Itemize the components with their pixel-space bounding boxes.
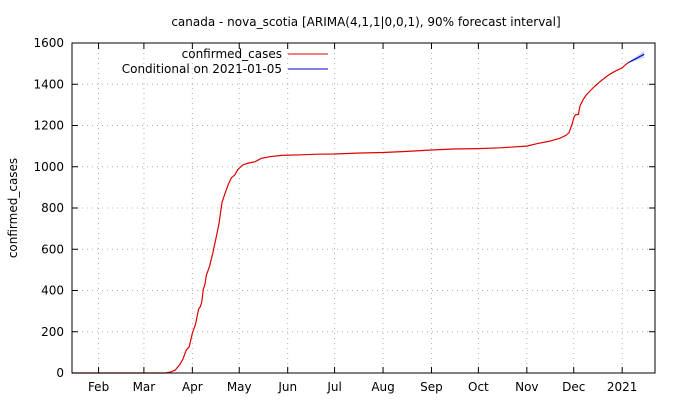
forecast-interval-band xyxy=(628,50,645,63)
x-tick-label: 2021 xyxy=(607,380,638,394)
x-tick-label: Nov xyxy=(515,380,538,394)
y-tick-label: 400 xyxy=(41,284,64,298)
legend-label-conditional: Conditional on 2021-01-05 xyxy=(122,62,282,76)
x-tick-label: Apr xyxy=(182,380,203,394)
x-tick-label: Feb xyxy=(88,380,109,394)
chart-title: canada - nova_scotia [ARIMA(4,1,1|0,0,1)… xyxy=(171,15,560,29)
x-tick-label: Aug xyxy=(371,380,394,394)
y-tick-label: 1600 xyxy=(33,36,64,50)
legend: confirmed_cases Conditional on 2021-01-0… xyxy=(122,47,328,76)
x-tick-label: May xyxy=(227,380,252,394)
x-tick-label: Mar xyxy=(133,380,156,394)
legend-label-confirmed-cases: confirmed_cases xyxy=(182,47,282,61)
y-tick-label: 600 xyxy=(41,242,64,256)
series-line-conditional-forecast xyxy=(628,53,645,64)
y-tick-label: 0 xyxy=(56,366,64,380)
x-tick-label: Sep xyxy=(420,380,443,394)
forecast-interval-layer xyxy=(628,50,645,63)
grid xyxy=(72,43,655,373)
y-tick-label: 1000 xyxy=(33,160,64,174)
series-layer xyxy=(72,53,645,374)
x-tick-label: Dec xyxy=(562,380,585,394)
tick-layer: 0 200 400 600 800 1000 1200 1400 1600 Feb Mar Apr Ma… xyxy=(33,36,655,394)
y-tick-label: 800 xyxy=(41,201,64,215)
y-axis-label: confirmed_cases xyxy=(6,158,20,258)
y-tick-label: 200 xyxy=(41,325,64,339)
series-line-confirmed-cases xyxy=(72,62,629,374)
x-tick-label: Oct xyxy=(468,380,489,394)
x-tick-label: Jun xyxy=(277,380,297,394)
x-tick-label: Jul xyxy=(326,380,341,394)
y-tick-label: 1400 xyxy=(33,77,64,91)
y-tick-label: 1200 xyxy=(33,119,64,133)
